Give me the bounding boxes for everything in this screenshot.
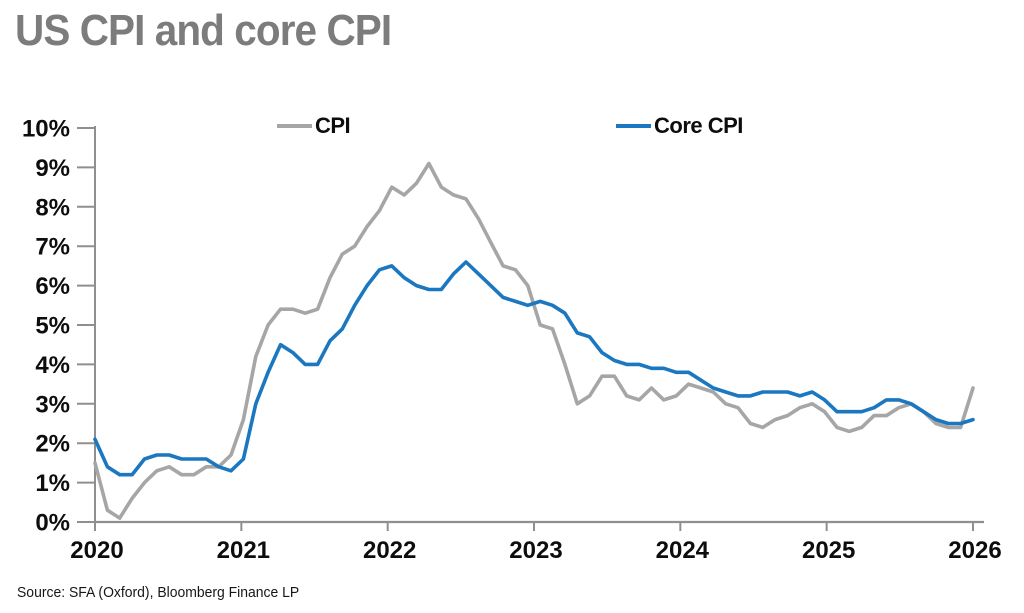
y-tick-label: 7% — [35, 234, 70, 261]
core-cpi-line-swatch-icon — [616, 124, 651, 128]
x-tick-label: 2026 — [948, 537, 1001, 564]
y-tick-label: 4% — [35, 352, 70, 379]
x-tick-label: 2025 — [802, 537, 855, 564]
x-tick-label: 2024 — [656, 537, 710, 564]
legend-label-core-cpi: Core CPI — [654, 113, 743, 138]
x-tick-label: 2023 — [509, 537, 562, 564]
y-tick-label: 0% — [35, 510, 70, 537]
x-tick-label: 2022 — [363, 537, 416, 564]
y-tick-label: 2% — [35, 431, 70, 458]
legend-item-core-cpi: Core CPI — [616, 112, 743, 140]
x-tick-label: 2021 — [217, 537, 270, 564]
legend-item-cpi: CPI — [277, 112, 351, 140]
x-tick-label: 2020 — [70, 537, 123, 564]
y-tick-label: 3% — [35, 391, 70, 418]
cpi-line — [93, 161, 975, 520]
y-tick-label: 9% — [35, 155, 70, 182]
legend-label-cpi: CPI — [315, 113, 351, 138]
y-tick-label: 1% — [35, 470, 70, 497]
core-cpi-line — [93, 260, 975, 477]
y-tick-label: 5% — [35, 313, 70, 340]
cpi-line-swatch-icon — [277, 124, 312, 128]
y-tick-label: 10% — [22, 116, 70, 143]
source-attribution: Source: SFA (Oxford), Bloomberg Finance … — [17, 584, 300, 601]
chart-title: US CPI and core CPI — [15, 6, 392, 55]
y-tick-label: 8% — [35, 194, 70, 221]
y-tick-label: 6% — [35, 273, 70, 300]
